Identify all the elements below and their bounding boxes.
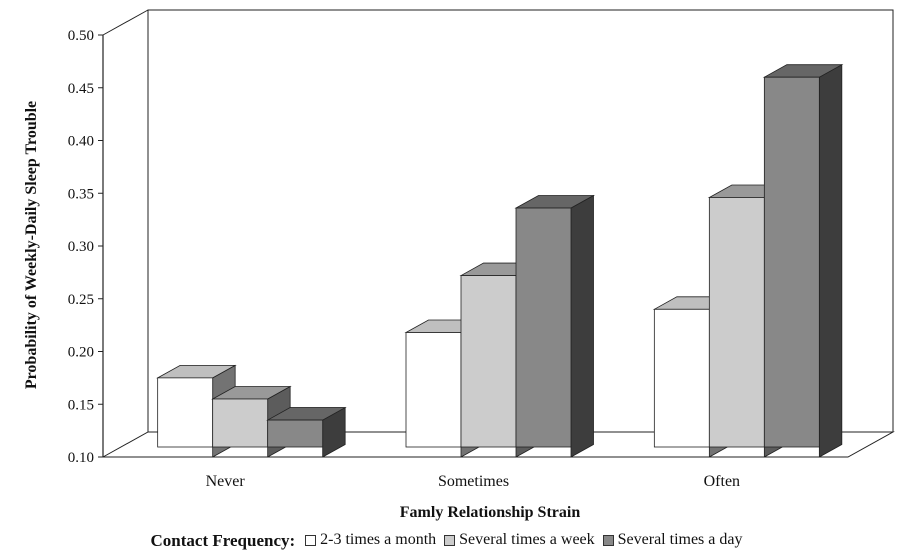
x-category-label: Never: [206, 473, 246, 490]
y-tick-label: 0.20: [68, 345, 94, 361]
bar-never-series-3: [266, 406, 347, 458]
y-tick-label: 0.50: [68, 28, 94, 44]
y-tick-label: 0.10: [68, 450, 94, 466]
legend-title: Contact Frequency:: [150, 531, 296, 550]
bar-sometimes-series-3: [514, 194, 596, 458]
bars: [156, 64, 844, 458]
back-wall: [147, 9, 894, 432]
y-tick-label: 0.30: [68, 239, 94, 255]
legend-label: Several times a week: [459, 531, 595, 549]
y-tick-label: 0.45: [68, 81, 94, 97]
legend-item-3: Several times a day: [602, 531, 743, 549]
y-tick-label: 0.25: [68, 292, 94, 308]
y-axis-ticks: 0.10 0.15 0.20 0.25 0.30 0.35 0.40 0.45 0.50: [68, 28, 103, 466]
x-axis-categories: Never Sometimes Often: [206, 473, 740, 490]
y-tick-label: 0.35: [68, 186, 94, 202]
left-wall-top-edge: [102, 9, 149, 36]
legend-swatch: [444, 534, 456, 546]
legend-label: 2-3 times a month: [320, 531, 437, 549]
y-tick-label: 0.15: [68, 397, 94, 413]
legend-swatch: [305, 534, 317, 546]
legend-item-1: 2-3 times a month: [305, 531, 436, 549]
legend: Contact Frequency: 2-3 times a month Seve…: [0, 526, 901, 556]
y-tick-label: 0.40: [68, 134, 94, 150]
bar-often-series-3: [762, 64, 844, 458]
legend-item-2: Several times a week: [444, 531, 595, 549]
y-axis-title: Probability of Weekly-Daily Sleep Troubl…: [23, 101, 40, 389]
x-category-label: Sometimes: [438, 473, 509, 490]
x-axis-title: Famly Relationship Strain: [400, 504, 581, 521]
x-category-label: Often: [704, 473, 740, 490]
legend-items: 2-3 times a month Several times a week Sev…: [305, 531, 750, 551]
legend-swatch: [602, 534, 614, 546]
legend-label: Several times a day: [617, 531, 743, 549]
